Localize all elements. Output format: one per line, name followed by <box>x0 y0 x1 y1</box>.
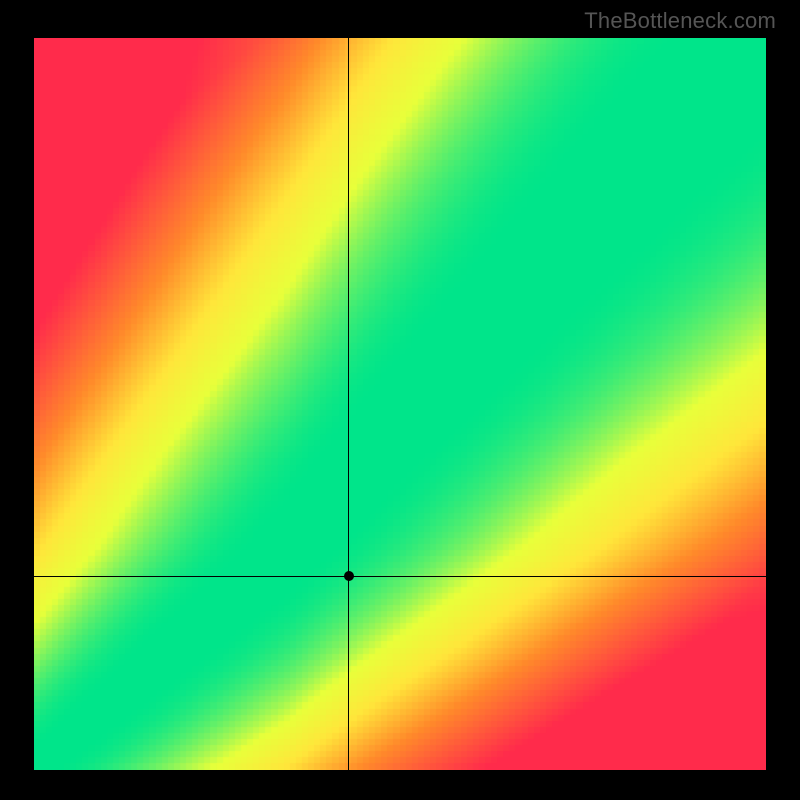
watermark-text: TheBottleneck.com <box>584 8 776 34</box>
bottleneck-heatmap <box>34 38 766 770</box>
crosshair-vertical <box>348 38 349 770</box>
crosshair-horizontal <box>34 576 766 577</box>
chart-container: TheBottleneck.com <box>0 0 800 800</box>
crosshair-marker <box>344 571 354 581</box>
